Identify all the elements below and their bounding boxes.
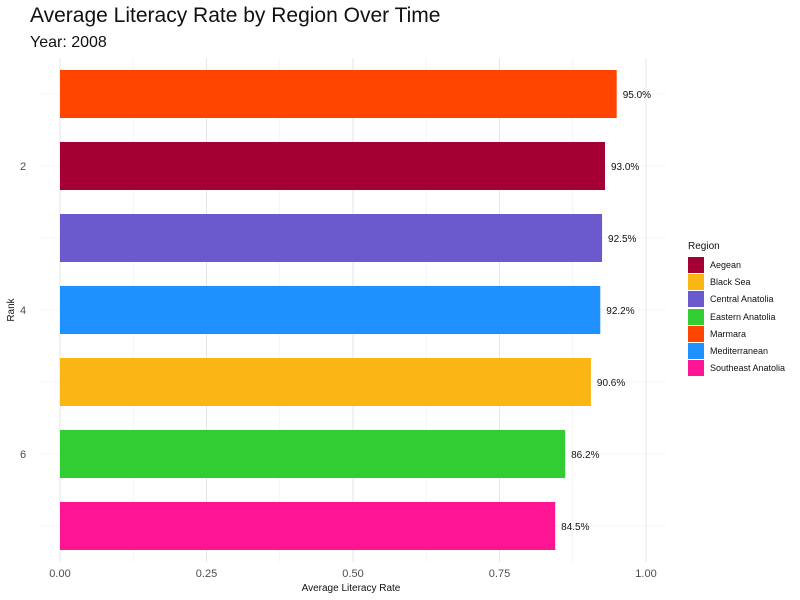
legend-label: Aegean xyxy=(710,259,742,270)
bar-value-label: 92.2% xyxy=(606,306,634,317)
legend-item: Eastern Anatolia xyxy=(688,308,785,325)
legend-label: Black Sea xyxy=(710,276,751,287)
legend-title: Region xyxy=(688,241,720,252)
bar-marmara xyxy=(60,70,617,118)
legend-item: Aegean xyxy=(688,256,785,273)
legend-label: Marmara xyxy=(710,328,747,339)
bar-aegean xyxy=(60,142,605,190)
x-axis-title: Average Literacy Rate xyxy=(302,583,401,594)
legend-item: Marmara xyxy=(688,325,785,342)
legend-label: Mediterranean xyxy=(710,346,769,357)
y-tick-label: 4 xyxy=(20,305,26,317)
legend-key xyxy=(688,325,704,342)
bar-southeast-anatolia xyxy=(60,502,556,550)
legend-item: Central Anatolia xyxy=(688,291,785,308)
legend-label: Southeast Anatolia xyxy=(710,363,786,374)
legend-item: Southeast Anatolia xyxy=(688,360,785,377)
bar-black-sea xyxy=(60,358,591,406)
legend-label: Central Anatolia xyxy=(710,294,774,305)
legend-key xyxy=(688,256,704,273)
x-tick-label: 0.00 xyxy=(49,568,70,580)
chart-subtitle: Year: 2008 xyxy=(30,34,107,51)
legend-key xyxy=(688,291,704,308)
legend-item: Mediterranean xyxy=(688,342,785,360)
bar-value-label: 92.5% xyxy=(608,234,636,245)
legend-key xyxy=(688,343,704,360)
bar-central-anatolia xyxy=(60,214,603,262)
legend: Region Aegean Black Sea Central Anatolia Ea… xyxy=(688,241,785,377)
bar-value-label: 90.6% xyxy=(597,378,625,389)
bar-value-label: 95.0% xyxy=(623,90,651,101)
x-tick-label: 0.25 xyxy=(196,568,217,580)
legend-label: Eastern Anatolia xyxy=(710,311,776,322)
y-tick-label: 2 xyxy=(20,161,26,173)
legend-key xyxy=(688,308,704,325)
y-tick-label: 6 xyxy=(20,449,26,461)
bar-value-label: 93.0% xyxy=(611,162,639,173)
x-tick-label: 0.50 xyxy=(342,568,363,580)
legend-key xyxy=(688,360,704,377)
bar-mediterranean xyxy=(60,286,601,334)
y-axis-title: Rank xyxy=(6,297,17,321)
bar-eastern-anatolia xyxy=(60,430,566,478)
bar-value-label: 84.5% xyxy=(561,522,589,533)
legend-item: Black Sea xyxy=(688,273,785,290)
x-tick-label: 0.75 xyxy=(489,568,510,580)
chart-title: Average Literacy Rate by Region Over Tim… xyxy=(30,4,441,27)
x-tick-label: 1.00 xyxy=(635,568,656,580)
legend-key xyxy=(688,273,704,290)
bar-value-label: 86.2% xyxy=(571,450,599,461)
